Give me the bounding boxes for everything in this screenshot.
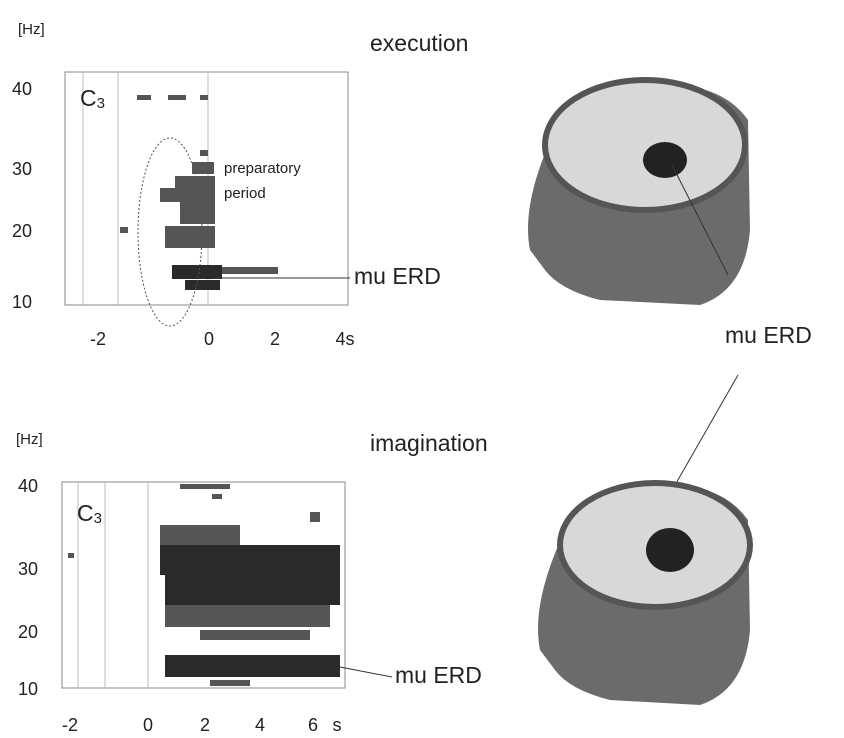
x-tick-label: 0	[143, 715, 153, 735]
x-tick-label: s	[333, 715, 342, 735]
x-tick-label: 4	[255, 715, 265, 735]
patch	[137, 95, 151, 100]
patch	[68, 553, 74, 558]
y-tick-label: 30	[12, 159, 32, 179]
x-tick-label: 2	[200, 715, 210, 735]
patch	[120, 227, 128, 233]
head-map	[538, 480, 753, 705]
pointer-line	[339, 666, 393, 678]
x-tick-label: -2	[62, 715, 78, 735]
electrode-index: 3	[94, 510, 102, 527]
y-tick-label: 40	[18, 476, 38, 496]
electrode-index: 3	[97, 95, 105, 112]
x-tick-label: 4s	[335, 329, 354, 349]
annotation-line: period	[224, 185, 266, 202]
patch	[200, 630, 310, 640]
patch	[168, 95, 186, 100]
shape	[646, 528, 694, 572]
y-tick-label: 20	[12, 221, 32, 241]
plot-frame	[64, 71, 349, 306]
y-tick-label: 10	[18, 679, 38, 699]
shape	[643, 142, 687, 178]
execution-panel: [Hz] execution C3 preparatory period mu …	[12, 21, 468, 349]
patch	[212, 494, 222, 499]
head-label: mu ERD	[725, 322, 812, 348]
patch	[172, 265, 222, 279]
y-tick-label: 10	[12, 292, 32, 312]
erd-patches	[120, 95, 278, 290]
patch	[192, 162, 214, 174]
y-tick-label: 20	[18, 622, 38, 642]
patch	[160, 545, 340, 575]
panel-title: imagination	[370, 430, 488, 456]
patch	[210, 680, 250, 686]
head-map: mu ERD	[528, 77, 812, 521]
y-unit: [Hz]	[16, 431, 43, 448]
electrode: C3	[77, 500, 102, 527]
erd-label: mu ERD	[395, 662, 482, 688]
patch	[222, 267, 278, 274]
panel-title: execution	[370, 30, 468, 56]
patch	[160, 525, 240, 545]
y-unit: [Hz]	[18, 21, 45, 38]
x-tick-label: 6	[308, 715, 318, 735]
patch	[165, 605, 330, 627]
patch	[200, 95, 208, 100]
y-tick-label: 30	[18, 559, 38, 579]
patch	[165, 575, 340, 605]
pointer-line	[671, 164, 729, 276]
patch	[165, 226, 215, 248]
patch	[180, 484, 230, 489]
patch	[160, 188, 215, 202]
erd-patches	[68, 484, 340, 686]
x-tick-label: 2	[270, 329, 280, 349]
x-tick-label: 0	[204, 329, 214, 349]
erd-label: mu ERD	[354, 263, 441, 289]
shape	[542, 77, 748, 213]
preparatory-ellipse	[137, 137, 203, 327]
imagination-panel: [Hz] imagination C3 mu ERD 40 30 20 10 -…	[16, 430, 488, 735]
electrode-letter: C	[80, 85, 97, 111]
electrode: C3	[80, 85, 105, 112]
patch	[175, 176, 215, 188]
annotation-line: preparatory	[224, 160, 301, 177]
plot-frame	[61, 481, 346, 689]
patch	[310, 512, 320, 522]
patch	[180, 202, 215, 224]
patch	[185, 280, 220, 290]
x-tick-label: -2	[90, 329, 106, 349]
electrode-letter: C	[77, 500, 94, 526]
y-tick-label: 40	[12, 79, 32, 99]
patch	[165, 655, 340, 677]
patch	[200, 150, 208, 156]
